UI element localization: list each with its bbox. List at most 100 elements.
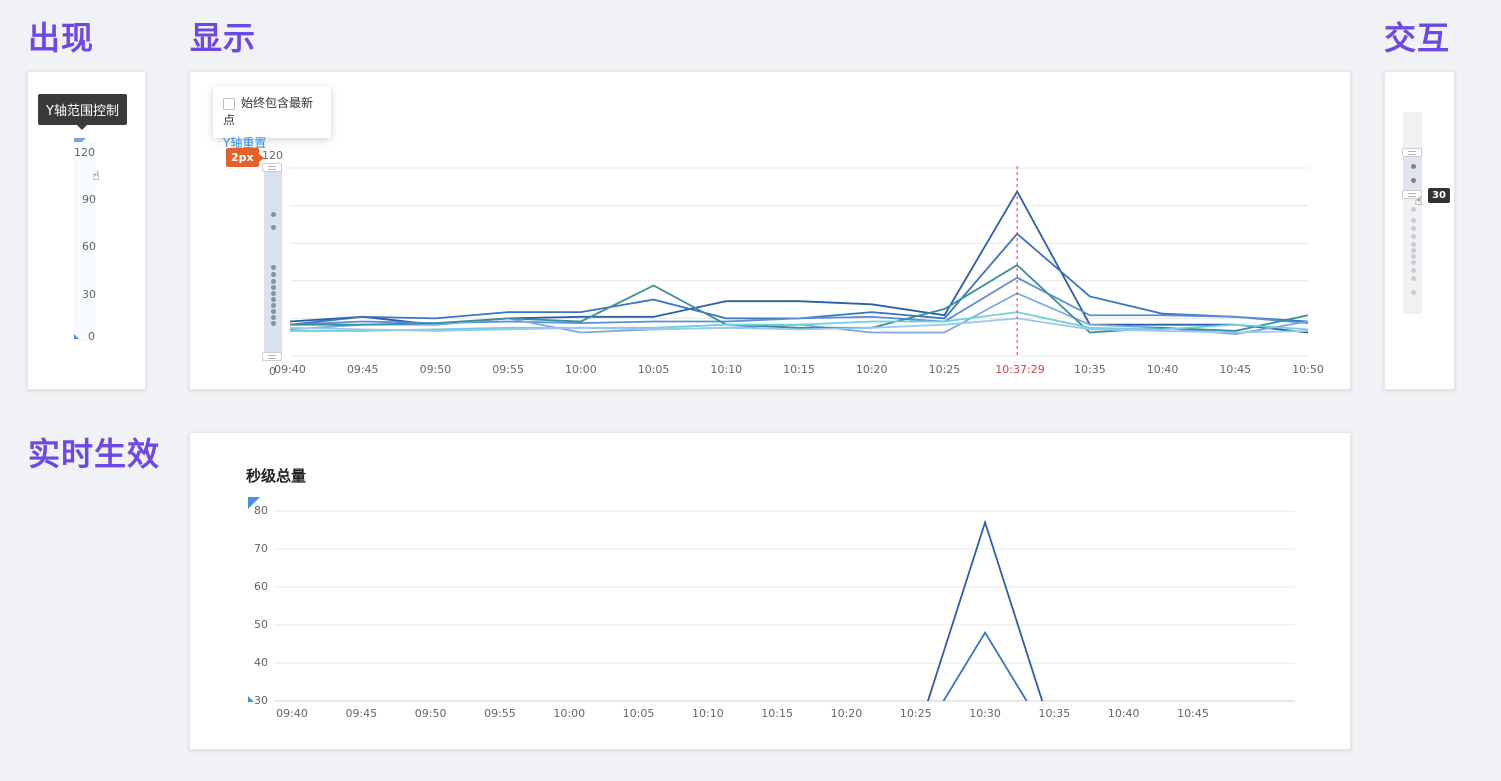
- series-line: [290, 264, 1309, 334]
- corner-marker-icon: [248, 696, 254, 702]
- interact-top-handle[interactable]: [1402, 148, 1422, 157]
- x-tick: 10:10: [691, 707, 724, 720]
- appear-card: Y轴范围控制 120 90 60 30 0 ☝: [27, 71, 146, 390]
- interact-bottom-handle[interactable]: [1402, 190, 1422, 199]
- y-tick: 30: [254, 694, 268, 707]
- realtime-card: 秒级总量 80 70 60 50 40 30 09:40 09:45 09:50 09:55 10…: [189, 432, 1351, 750]
- data-point-dot: [1411, 234, 1416, 239]
- y-range-bottom-handle[interactable]: [262, 352, 282, 361]
- corner-marker-icon: [74, 334, 79, 339]
- section-title-appear: 出现: [28, 19, 95, 57]
- y-axis-popover: 始终包含最新点 Y轴重置: [213, 86, 331, 150]
- y-tick: 40: [254, 656, 268, 669]
- y-tick: 80: [254, 504, 268, 517]
- interact-slider-selection[interactable]: [1403, 156, 1422, 196]
- y-range-tooltip: Y轴范围控制: [38, 94, 127, 130]
- display-line-chart: [289, 166, 1309, 357]
- data-point-dot: [1411, 226, 1416, 231]
- x-tick: 10:45: [1219, 363, 1252, 376]
- y-tick: 70: [254, 542, 268, 555]
- y-axis-reset-link[interactable]: Y轴重置: [223, 136, 267, 150]
- x-tick: 10:05: [622, 707, 655, 720]
- x-tick: 10:40: [1146, 363, 1179, 376]
- y-tick: 30: [82, 288, 96, 301]
- x-tick: 09:50: [419, 363, 452, 376]
- y-range-track: [74, 142, 96, 342]
- data-point-dot: [1411, 260, 1416, 265]
- data-point-dot: [271, 309, 276, 314]
- x-tick: 09:55: [492, 363, 524, 376]
- x-tick: 10:20: [830, 707, 863, 720]
- data-point-dot: [1411, 164, 1416, 169]
- y-range-slider-track[interactable]: [264, 168, 282, 356]
- data-point-dot: [1411, 290, 1416, 295]
- series-line: [289, 317, 1309, 334]
- series-line: [290, 311, 1309, 332]
- x-tick: 09:45: [345, 707, 378, 720]
- y-range-top-handle[interactable]: [262, 163, 282, 172]
- interact-value-badge: 30: [1428, 188, 1450, 203]
- y-max-label: 120: [262, 149, 283, 162]
- data-point-dot: [271, 285, 276, 290]
- data-point-dot: [271, 321, 276, 326]
- y-tick: 50: [254, 618, 268, 631]
- x-tick: 10:30: [969, 707, 1001, 720]
- x-tick: 10:35: [1038, 707, 1071, 720]
- section-title-realtime: 实时生效: [28, 435, 161, 473]
- realtime-line-chart: [274, 510, 1295, 702]
- data-point-dot: [271, 303, 276, 308]
- data-point-dot: [271, 315, 276, 320]
- x-tick: 10:40: [1107, 707, 1140, 720]
- x-tick: 10:35: [1073, 363, 1106, 376]
- data-point-dot: [1411, 248, 1416, 253]
- x-tick: 10:00: [564, 363, 597, 376]
- interact-card: 30 ☝: [1384, 71, 1455, 390]
- y-tick: 90: [82, 193, 96, 206]
- data-point-dot: [271, 272, 276, 277]
- series-line: [289, 232, 1309, 326]
- section-title-display: 显示: [190, 19, 257, 57]
- data-point-dot: [1411, 254, 1416, 259]
- data-point-dot: [1411, 218, 1416, 223]
- y-tick: 0: [88, 330, 95, 343]
- x-tick: 09:55: [484, 707, 516, 720]
- y-tick: 120: [74, 146, 95, 159]
- display-card: 始终包含最新点 Y轴重置 2px 120 0 09:40 09:45 09:50 09…: [189, 71, 1351, 390]
- data-point-dot: [271, 291, 276, 296]
- width-badge: 2px: [226, 148, 264, 167]
- x-tick: 10:05: [637, 363, 670, 376]
- y-range-trigger-icon[interactable]: [248, 497, 260, 509]
- section-title-interact: 交互: [1384, 19, 1451, 57]
- data-point-dot: [271, 265, 276, 270]
- x-tick: 09:40: [274, 363, 306, 376]
- x-tick: 10:45: [1177, 707, 1209, 720]
- x-tick: 10:00: [553, 707, 586, 720]
- x-tick: 10:25: [928, 363, 961, 376]
- data-point-dot: [271, 297, 276, 302]
- x-tick: 10:10: [710, 363, 743, 376]
- x-tick: 10:50: [1292, 363, 1324, 376]
- data-point-dot: [271, 279, 276, 284]
- y-tick: 60: [82, 240, 96, 253]
- x-tick: 10:15: [783, 363, 815, 376]
- x-tick: 09:40: [276, 707, 308, 720]
- data-point-dot: [271, 225, 276, 230]
- interact-slider-track: [1403, 112, 1422, 314]
- data-point-dot: [1411, 178, 1416, 183]
- realtime-chart-title: 秒级总量: [246, 467, 307, 485]
- y-min-label: 0: [269, 365, 276, 378]
- cursor-time-label: 10:37:29: [993, 363, 1047, 376]
- series-line: [942, 630, 1028, 701]
- hand-cursor-icon: ☝: [1415, 194, 1423, 208]
- checkbox-label: 始终包含最新点: [223, 96, 314, 127]
- include-latest-checkbox[interactable]: [223, 97, 235, 110]
- data-point-dot: [1411, 207, 1416, 212]
- hand-cursor-icon: ☝: [92, 169, 100, 184]
- data-point-dot: [1411, 268, 1416, 273]
- data-point-dot: [1411, 276, 1416, 281]
- x-tick: 09:50: [414, 707, 447, 720]
- x-tick: 10:15: [761, 707, 793, 720]
- include-latest-option[interactable]: 始终包含最新点: [223, 94, 321, 128]
- data-point-dot: [1411, 242, 1416, 247]
- data-point-dot: [271, 212, 276, 217]
